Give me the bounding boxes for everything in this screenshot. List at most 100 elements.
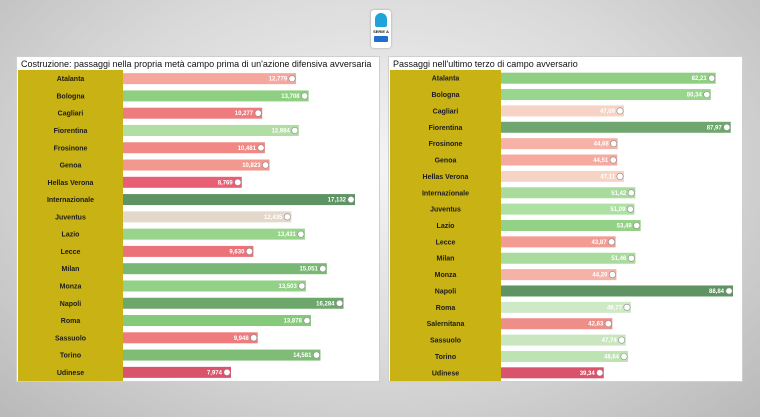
team-crest-icon: [312, 351, 320, 359]
bar: [123, 366, 231, 378]
serie-a-logo: SERIE A: [371, 10, 391, 48]
value-label: 14,581: [293, 353, 312, 359]
value-label: 12,435: [264, 215, 283, 221]
value-label: 13,708: [281, 94, 300, 100]
team-crest-icon: [604, 320, 612, 328]
bar: [501, 138, 618, 150]
value-label: 47,74: [602, 338, 618, 344]
team-label: Frosinone: [54, 145, 88, 152]
team-label: Torino: [435, 354, 456, 361]
bar: [123, 315, 311, 327]
chart-panel-build-up: Costruzione: passaggi nella propria metà…: [16, 56, 380, 382]
bar: [123, 159, 270, 171]
team-label: Torino: [60, 353, 81, 360]
value-label: 53,49: [617, 224, 633, 230]
value-label: 7,974: [207, 370, 223, 376]
value-label: 42,63: [588, 322, 604, 328]
team-label: Sassuolo: [430, 338, 461, 345]
bar: [501, 318, 613, 330]
value-label: 39,34: [580, 371, 596, 377]
bar: [123, 90, 309, 102]
value-label: 12,984: [271, 128, 290, 134]
team-label: Roma: [61, 318, 81, 325]
bar: [501, 203, 635, 215]
team-crest-icon: [223, 368, 231, 376]
team-label: Cagliari: [433, 108, 459, 115]
value-label: 80,34: [687, 93, 703, 99]
team-label: Juventus: [55, 214, 86, 221]
team-label: Frosinone: [429, 141, 463, 148]
bar: [501, 105, 624, 117]
bar: [501, 220, 641, 231]
value-label: 17,132: [328, 198, 347, 204]
value-label: 13,878: [284, 319, 303, 325]
bar: [501, 269, 617, 281]
bar: [123, 194, 355, 206]
serie-a-logo-icon: [375, 13, 387, 27]
team-label: Lecce: [436, 239, 456, 246]
bar: [501, 170, 625, 182]
team-crest-icon: [262, 161, 270, 169]
team-crest-icon: [291, 126, 299, 134]
team-label: Atalanta: [57, 76, 85, 83]
team-label: Monza: [435, 272, 457, 279]
bar: [123, 228, 305, 240]
team-crest-icon: [708, 74, 716, 82]
value-label: 16,284: [316, 301, 335, 307]
team-label: Hellas Verona: [423, 174, 469, 181]
team-label: Roma: [436, 305, 456, 312]
value-label: 15,051: [299, 267, 318, 273]
team-label: Hellas Verona: [48, 180, 94, 187]
team-label: Napoli: [60, 301, 81, 308]
team-crest-icon: [616, 107, 624, 115]
value-label: 10,481: [238, 146, 257, 152]
bar: [123, 211, 292, 223]
team-crest-icon: [596, 369, 604, 377]
bar: [123, 107, 263, 119]
value-label: 13,431: [278, 232, 297, 238]
team-label: Bologna: [57, 93, 85, 100]
team-label: Lecce: [61, 249, 81, 256]
team-label: Lazio: [62, 232, 80, 239]
value-label: 51,42: [611, 191, 627, 197]
team-label: Lazio: [437, 223, 455, 230]
team-label-column: [390, 70, 501, 381]
logo-text: SERIE A: [373, 29, 389, 34]
value-label: 47,11: [600, 174, 615, 180]
team-label-column: [18, 70, 123, 381]
value-label: 82,21: [692, 76, 708, 82]
team-crest-icon: [608, 238, 616, 246]
team-crest-icon: [283, 213, 291, 221]
team-label: Cagliari: [58, 111, 84, 118]
value-label: 10,277: [235, 111, 254, 117]
value-label: 47,09: [600, 109, 616, 115]
team-label: Napoli: [435, 288, 456, 295]
team-label: Fiorentina: [54, 128, 88, 135]
bar: [501, 350, 629, 362]
value-label: 49,77: [607, 305, 623, 311]
value-label: 13,503: [278, 284, 297, 290]
chart-title-build-up: Costruzione: passaggi nella propria metà…: [21, 59, 372, 69]
bar: [501, 72, 716, 84]
logo-band: [374, 36, 388, 42]
team-crest-icon: [610, 140, 618, 148]
team-label: Internazionale: [422, 190, 469, 197]
team-crest-icon: [633, 222, 641, 230]
value-label: 87,97: [707, 125, 723, 131]
team-crest-icon: [234, 178, 242, 186]
team-crest-icon: [347, 196, 355, 204]
team-crest-icon: [609, 156, 617, 164]
team-crest-icon: [627, 189, 635, 197]
team-label: Sassuolo: [55, 335, 86, 342]
team-label: Monza: [60, 283, 82, 290]
team-crest-icon: [608, 271, 616, 279]
chart-panel-final-third: Passaggi nell'ultimo terzo di campo avve…: [388, 56, 743, 382]
team-crest-icon: [623, 303, 631, 311]
value-label: 44,20: [592, 273, 608, 279]
team-label: Juventus: [430, 207, 461, 214]
team-crest-icon: [297, 230, 305, 238]
value-label: 9,630: [229, 249, 245, 255]
bar: [123, 332, 258, 344]
bar: [123, 263, 327, 275]
team-crest-icon: [319, 265, 327, 273]
